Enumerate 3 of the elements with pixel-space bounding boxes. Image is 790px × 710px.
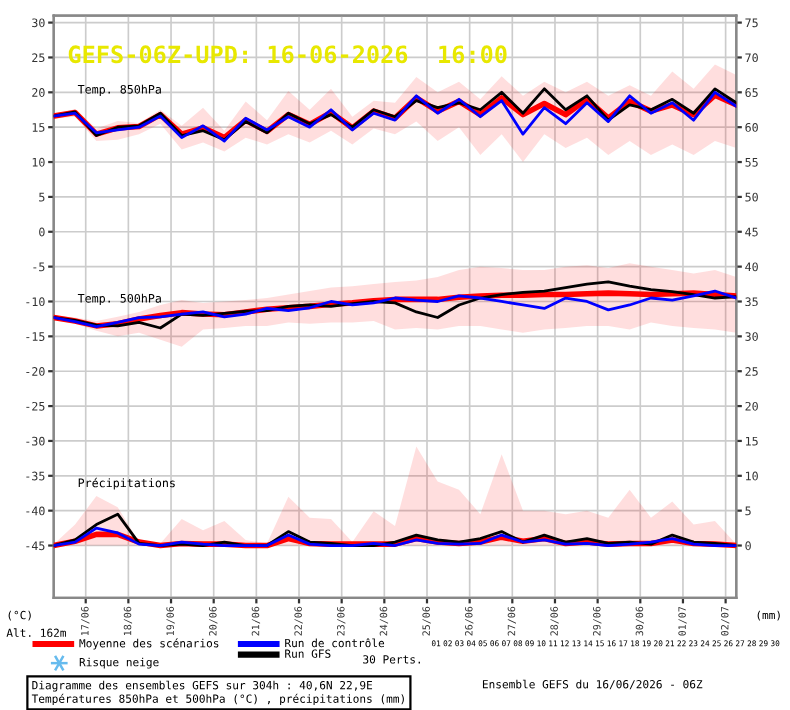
line-series <box>53 280 737 330</box>
text: GEFS-06Z-UPD: 16-06-2026 16:00 <box>68 45 507 64</box>
line-series <box>53 526 737 547</box>
